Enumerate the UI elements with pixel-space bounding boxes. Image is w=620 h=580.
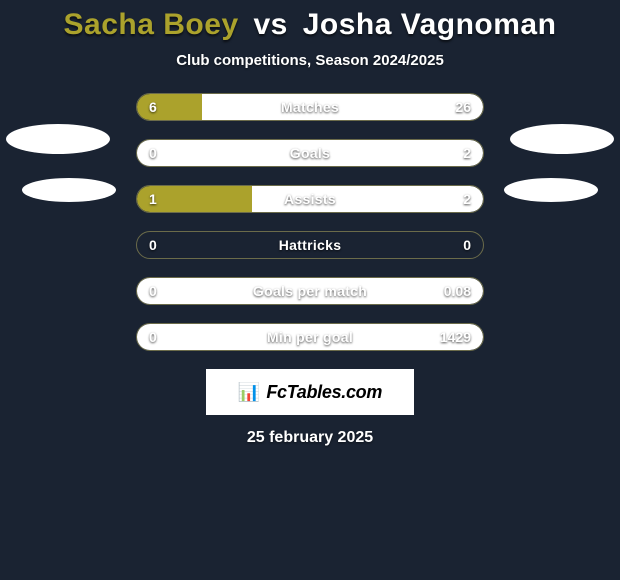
stat-value-player2: 2 (463, 191, 471, 207)
stat-row: 0 2 Goals (136, 139, 484, 167)
stat-value-player1: 6 (149, 99, 157, 115)
stat-label: Min per goal (267, 329, 353, 345)
player2-logo-placeholder-bottom (504, 178, 598, 202)
stat-row: 0 0.08 Goals per match (136, 277, 484, 305)
chart-icon: 📊 (238, 383, 260, 401)
stat-label: Assists (284, 191, 336, 207)
stat-value-player2: 0.08 (444, 283, 471, 299)
stat-value-player1: 0 (149, 329, 157, 345)
stat-row: 1 2 Assists (136, 185, 484, 213)
stat-value-player2: 2 (463, 145, 471, 161)
stat-label: Goals (290, 145, 330, 161)
brand-text: FcTables.com (266, 382, 382, 403)
stat-value-player1: 0 (149, 145, 157, 161)
player2-name: Josha Vagnoman (303, 8, 557, 41)
stat-row: 0 1429 Min per goal (136, 323, 484, 351)
stat-value-player2: 1429 (440, 329, 471, 345)
player1-logo-placeholder-top (6, 124, 110, 154)
stat-bar-player1 (137, 94, 202, 120)
stat-label: Matches (281, 99, 339, 115)
player1-name: Sacha Boey (64, 8, 239, 41)
stat-label: Goals per match (253, 283, 367, 299)
stat-label: Hattricks (279, 237, 342, 253)
vs-text: vs (253, 8, 287, 41)
stat-row: 0 0 Hattricks (136, 231, 484, 259)
stat-value-player2: 0 (463, 237, 471, 253)
brand-badge: 📊 FcTables.com (206, 369, 414, 415)
footer-date: 25 february 2025 (0, 429, 620, 447)
stat-value-player1: 0 (149, 237, 157, 253)
stat-value-player1: 1 (149, 191, 157, 207)
stat-value-player2: 26 (455, 99, 471, 115)
stat-row: 6 26 Matches (136, 93, 484, 121)
player2-logo-placeholder-top (510, 124, 614, 154)
comparison-title: Sacha Boey vs Josha Vagnoman (0, 8, 620, 42)
subtitle: Club competitions, Season 2024/2025 (0, 52, 620, 69)
stat-value-player1: 0 (149, 283, 157, 299)
stat-bar-player2 (202, 94, 483, 120)
player1-logo-placeholder-bottom (22, 178, 116, 202)
